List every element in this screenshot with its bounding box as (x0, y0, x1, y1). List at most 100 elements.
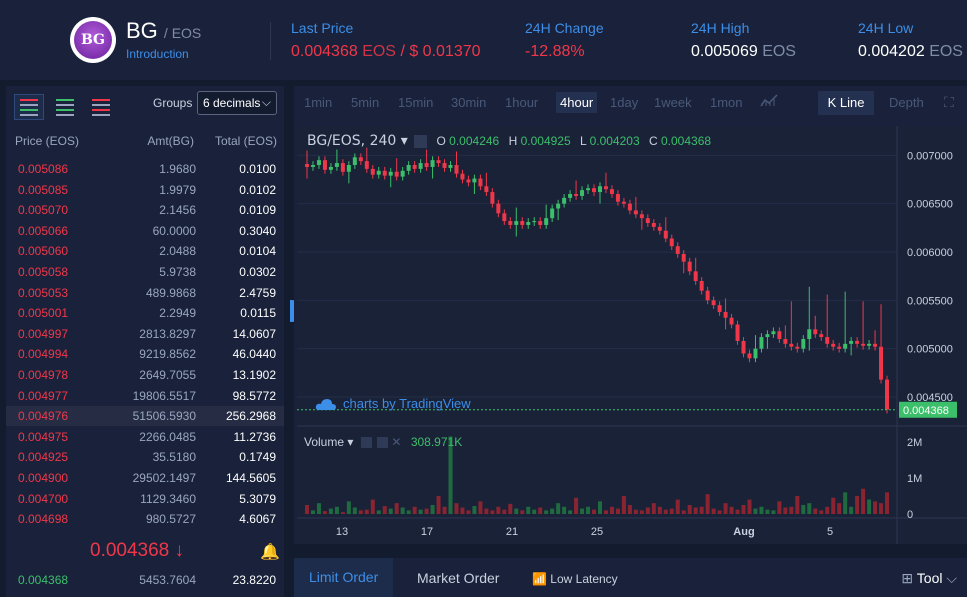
pair-title[interactable]: BG / EOS (126, 18, 202, 43)
volume-bar (568, 510, 573, 514)
order-book: Groups 6 decimals ⌵ Price (EOS) Amt(BG) T… (6, 86, 284, 597)
volume-bar (364, 509, 369, 514)
volume-bar (460, 507, 465, 514)
tool-button[interactable]: ⊞ Tool ⌵ (901, 570, 957, 586)
timeframe-4hour[interactable]: 4hour (556, 92, 598, 113)
volume-bar (442, 506, 447, 514)
x-tick-label: 25 (591, 526, 603, 538)
bids-view-button[interactable] (50, 94, 80, 120)
timeframe-1mon[interactable]: 1mon (710, 95, 743, 110)
ask-row[interactable]: 0.004700 1129.3460 5.3079 (18, 491, 276, 506)
market-order-tab[interactable]: Market Order (417, 570, 500, 586)
introduction-link[interactable]: Introduction (126, 47, 189, 61)
timeframe-1hour[interactable]: 1hour (505, 95, 539, 110)
ask-row[interactable]: 0.005086 1.9680 0.0100 (18, 162, 276, 176)
ask-row[interactable]: 0.005085 1.9979 0.0102 (18, 182, 276, 197)
volume-bar (783, 507, 788, 514)
volume-bar (316, 503, 321, 514)
candle-body (382, 170, 387, 176)
candle-body (681, 253, 686, 262)
volume-bar (370, 499, 375, 514)
candle-body (472, 178, 477, 183)
bell-icon[interactable]: 🔔 (260, 544, 280, 561)
volume-bar (592, 509, 597, 514)
volume-bar (849, 506, 854, 514)
timeframe-1min[interactable]: 1min (304, 95, 333, 110)
depth-tab[interactable]: Depth (889, 95, 924, 110)
last-price-stat: Last Price 0.004368 EOS / $ 0.01370 (291, 20, 481, 60)
ask-row[interactable]: 0.004997 2813.8297 14.0607 (18, 326, 276, 341)
ask-row[interactable]: 0.005058 5.9738 0.0302 (18, 265, 276, 279)
chart-legend: BG/EOS, 240 ▾ O 0.004246 H 0.004925 L 0.… (307, 133, 712, 149)
candle-body (562, 197, 567, 204)
asks-view-button[interactable] (86, 94, 116, 120)
kline-tab[interactable]: K Line (818, 91, 874, 115)
ask-row[interactable]: 0.005053 489.9868 2.4759 (18, 285, 276, 300)
timeframe-15min[interactable]: 15min (398, 95, 434, 110)
candle-body (873, 343, 878, 347)
ask-row[interactable]: 0.005070 2.1456 0.0109 (18, 203, 276, 218)
ask-row[interactable]: 0.004900 29502.1497 144.5605 (18, 471, 276, 485)
volume-bar (394, 503, 399, 514)
ask-row[interactable]: 0.005066 60.0000 0.3040 (18, 223, 276, 238)
volume-bar (627, 504, 632, 514)
volume-bar (550, 508, 555, 514)
volume-bar (873, 501, 878, 514)
limit-order-tab[interactable]: Limit Order (294, 558, 394, 597)
candle-body (568, 194, 573, 198)
fullscreen-icon[interactable]: ⛶ (944, 94, 954, 110)
volume-bar (418, 509, 423, 514)
ask-row[interactable]: 0.004977 19806.5517 98.5772 (18, 388, 276, 403)
volume-tick-label: 0 (907, 509, 913, 521)
price-chart[interactable]: 0.007000 0.006500 0.006000 0.005500 0.005000… (297, 126, 967, 544)
candle-body (484, 186, 489, 193)
divider (270, 22, 271, 60)
candle-body (633, 210, 638, 215)
volume-bar (514, 508, 519, 514)
ask-row[interactable]: 0.004976 51506.5930 256.2968 (6, 406, 284, 427)
volume-bar (795, 495, 800, 514)
tradingview-watermark[interactable]: charts by TradingView (315, 396, 471, 411)
indicators-icon[interactable] (760, 93, 778, 110)
symbol-selector[interactable]: BG/EOS, 240 (307, 133, 397, 149)
timeframe-1day[interactable]: 1day (610, 95, 639, 110)
volume-bar (526, 506, 531, 514)
volume-bar (609, 506, 614, 514)
volume-bar (598, 501, 602, 514)
x-tick-label: 13 (336, 526, 348, 538)
volume-bar (855, 495, 860, 514)
candle-body (639, 214, 644, 219)
candle-body (687, 261, 692, 272)
settings-icon[interactable] (414, 135, 428, 149)
volume-bar (843, 492, 848, 514)
candle-body (424, 163, 429, 167)
volume-bar (867, 499, 872, 514)
candle-body (550, 208, 555, 219)
candle-body (705, 290, 710, 301)
volume-bar (651, 503, 656, 514)
ask-row[interactable]: 0.004975 2266.0485 11.2736 (18, 429, 276, 444)
y-tick-label: 0.006000 (907, 247, 953, 259)
x-tick-label: 5 (827, 526, 833, 538)
bid-row[interactable]: 0.004368 5453.7604 23.8220 (18, 573, 276, 587)
volume-bar (813, 508, 818, 514)
candle-body (825, 337, 830, 344)
groups-select[interactable]: 6 decimals ⌵ (197, 91, 277, 115)
timeframe-5min[interactable]: 5min (351, 95, 380, 110)
volume-bar (358, 510, 363, 514)
ask-row[interactable]: 0.004978 2649.7055 13.1902 (18, 368, 276, 382)
ask-row[interactable]: 0.004698 980.5727 4.6067 (18, 512, 276, 527)
ask-row[interactable]: 0.005001 2.2949 0.0115 (18, 306, 276, 321)
candle-body (843, 343, 848, 349)
candle-body (310, 165, 315, 167)
volume-bar (801, 504, 806, 514)
timeframe-30min[interactable]: 30min (451, 95, 487, 110)
volume-bar (825, 506, 830, 514)
ask-row[interactable]: 0.004994 9219.8562 46.0440 (18, 347, 276, 362)
market-header: BG BG / EOS Introduction Last Price 0.00… (0, 0, 967, 80)
ask-row[interactable]: 0.005060 2.0488 0.0104 (18, 244, 276, 259)
ask-row[interactable]: 0.004925 35.5180 0.1749 (18, 450, 276, 465)
both-sides-view-button[interactable] (14, 94, 44, 120)
timeframe-1week[interactable]: 1week (654, 95, 692, 110)
high-stat: 24H High 0.005069 EOS (691, 20, 796, 60)
